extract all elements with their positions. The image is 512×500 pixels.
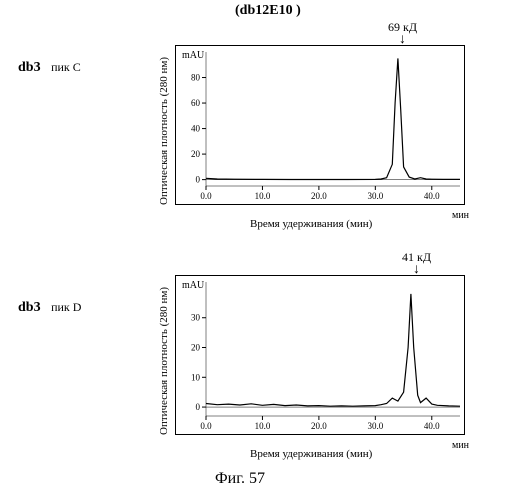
row-label-top: db3 пик C — [18, 60, 81, 76]
svg-text:10.0: 10.0 — [255, 421, 271, 431]
inner-label-top: mAU — [182, 50, 204, 61]
x-trail-top: мин — [452, 210, 469, 221]
x-axis-label-top: Время удерживания (мин) — [250, 218, 372, 230]
y-axis-label-top: Оптическая плотность (280 нм) — [158, 57, 170, 205]
svg-text:80: 80 — [191, 73, 201, 83]
row-label-top-small: пик C — [51, 60, 81, 74]
svg-text:20.0: 20.0 — [311, 191, 327, 201]
chart-bottom: mAU 0 10 20 30 0.0 10.0 20.0 30.0 40.0 — [175, 275, 465, 435]
svg-text:0.0: 0.0 — [200, 421, 212, 431]
svg-text:0.0: 0.0 — [200, 191, 212, 201]
svg-text:10: 10 — [191, 372, 201, 382]
row-label-bottom-small: пик D — [51, 300, 81, 314]
svg-text:30: 30 — [191, 313, 201, 323]
row-label-bottom: db3 пик D — [18, 300, 81, 316]
svg-text:0: 0 — [196, 402, 201, 412]
svg-text:0: 0 — [196, 175, 201, 185]
row-label-bottom-bold: db3 — [18, 300, 41, 315]
figure-caption: Фиг. 57 — [215, 470, 265, 488]
svg-text:20: 20 — [191, 149, 201, 159]
title-top: (db12E10 ) — [235, 3, 301, 19]
svg-text:60: 60 — [191, 98, 201, 108]
chart-top: mAU 0 20 40 60 80 0.0 10.0 20.0 30.0 40.0 — [175, 45, 465, 205]
y-axis-label-bottom: Оптическая плотность (280 нм) — [158, 287, 170, 435]
svg-text:40: 40 — [191, 124, 201, 134]
x-trail-bottom: мин — [452, 440, 469, 451]
svg-text:40.0: 40.0 — [424, 421, 440, 431]
row-label-top-bold: db3 — [18, 60, 41, 75]
svg-text:20.0: 20.0 — [311, 421, 327, 431]
svg-text:40.0: 40.0 — [424, 191, 440, 201]
svg-text:30.0: 30.0 — [367, 191, 383, 201]
svg-text:20: 20 — [191, 343, 201, 353]
x-axis-label-bottom: Время удерживания (мин) — [250, 448, 372, 460]
svg-text:10.0: 10.0 — [255, 191, 271, 201]
inner-label-bottom: mAU — [182, 280, 204, 291]
svg-text:30.0: 30.0 — [367, 421, 383, 431]
